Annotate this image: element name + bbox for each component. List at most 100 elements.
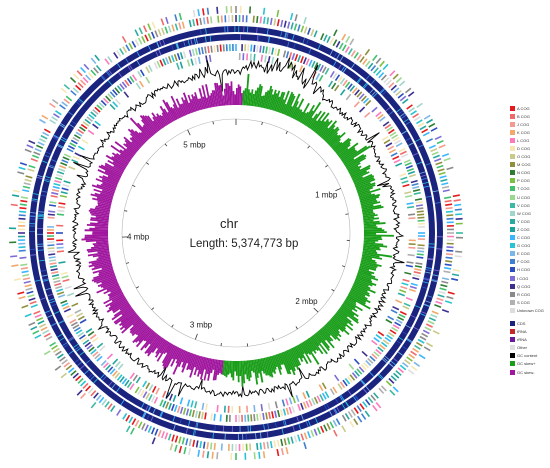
cog-feature-mark bbox=[48, 256, 56, 259]
gc-skew-negative-bar bbox=[92, 231, 108, 233]
cds-feature-mark bbox=[84, 369, 90, 375]
cog-feature-mark bbox=[418, 354, 426, 360]
cds-feature-mark bbox=[329, 49, 334, 56]
gc-skew-negative-bar bbox=[107, 159, 125, 171]
cds-feature-mark bbox=[280, 31, 283, 38]
legend-label: N COG bbox=[517, 170, 531, 176]
cog-feature-mark bbox=[392, 386, 399, 393]
legend-label: B COG bbox=[517, 113, 530, 119]
cds-feature-mark bbox=[414, 138, 421, 143]
gc-skew-negative-bar bbox=[240, 93, 243, 106]
cog-feature-mark bbox=[408, 288, 416, 293]
gc-skew-negative-bar bbox=[113, 165, 125, 173]
legend-swatch bbox=[510, 353, 515, 359]
legend-label: D COG bbox=[517, 146, 531, 152]
gc-skew-negative-bar bbox=[92, 266, 113, 274]
cog-feature-mark bbox=[40, 134, 48, 140]
cog-feature-mark bbox=[404, 162, 412, 167]
cog-feature-mark bbox=[24, 178, 32, 182]
cog-feature-mark bbox=[329, 421, 335, 429]
legend-swatch bbox=[510, 105, 515, 111]
gc-skew-negative-bar bbox=[181, 351, 188, 363]
gc-skew-positive-bar bbox=[236, 361, 238, 376]
cog-feature-mark bbox=[399, 95, 407, 102]
gc-skew-positive-bar bbox=[322, 124, 336, 140]
gc-skew-positive-bar bbox=[245, 360, 249, 380]
cog-feature-mark bbox=[145, 66, 151, 74]
gc-skew-negative-bar bbox=[167, 111, 174, 122]
cog-feature-mark bbox=[57, 353, 64, 359]
cog-feature-mark bbox=[25, 287, 33, 291]
cog-feature-mark bbox=[197, 56, 201, 64]
gc-skew-negative-bar bbox=[116, 153, 130, 163]
cog-feature-mark bbox=[400, 176, 408, 181]
legend-label: O COG bbox=[517, 154, 531, 160]
cog-feature-mark bbox=[161, 27, 165, 35]
gc-skew-positive-bar bbox=[320, 327, 334, 342]
cog-feature-mark bbox=[82, 77, 89, 84]
gc-skew-track bbox=[81, 73, 394, 387]
cog-feature-mark bbox=[435, 161, 443, 166]
gc-skew-positive-bar bbox=[300, 111, 309, 124]
gc-skew-positive-bar bbox=[308, 110, 322, 129]
legend-cog-item: G COG bbox=[510, 242, 550, 250]
gc-skew-positive-bar bbox=[363, 243, 388, 248]
legend-cog-item: B COG bbox=[510, 112, 550, 120]
cog-feature-mark bbox=[30, 304, 38, 308]
gc-skew-positive-bar bbox=[323, 325, 337, 340]
cog-feature-mark bbox=[77, 128, 85, 135]
cds-feature-mark bbox=[420, 311, 427, 315]
cog-feature-mark bbox=[162, 400, 167, 408]
gc-skew-positive-bar bbox=[358, 188, 381, 197]
legend-label: H COG bbox=[517, 267, 531, 273]
gc-skew-positive-bar bbox=[363, 237, 383, 241]
gc-skew-positive-bar bbox=[363, 224, 377, 227]
cog-feature-mark bbox=[406, 202, 414, 205]
cog-feature-mark bbox=[353, 52, 359, 59]
cog-feature-mark bbox=[359, 56, 365, 63]
cog-feature-mark bbox=[290, 436, 294, 444]
cog-feature-mark bbox=[303, 432, 308, 440]
cog-feature-mark bbox=[384, 336, 392, 343]
cog-feature-mark bbox=[417, 213, 425, 216]
cog-feature-mark bbox=[72, 136, 80, 142]
gc-skew-positive-bar bbox=[254, 87, 259, 107]
gc-skew-positive-bar bbox=[256, 359, 260, 374]
cog-feature-mark bbox=[104, 401, 110, 408]
cog-feature-mark bbox=[51, 271, 59, 275]
gc-skew-positive-bar bbox=[302, 341, 312, 355]
cog-feature-mark bbox=[323, 34, 328, 42]
gc-skew-negative-bar bbox=[95, 205, 111, 210]
cog-feature-mark bbox=[194, 57, 198, 65]
cog-feature-mark bbox=[250, 414, 253, 422]
cog-feature-mark bbox=[377, 331, 385, 337]
gc-skew-negative-bar bbox=[91, 245, 109, 249]
cog-feature-mark bbox=[291, 53, 296, 61]
cog-feature-mark bbox=[42, 131, 50, 137]
cog-feature-mark bbox=[121, 36, 127, 43]
legend-feature-item: GC skew+ bbox=[510, 360, 550, 368]
gc-skew-negative-bar bbox=[188, 353, 195, 370]
scale-tick bbox=[132, 184, 136, 187]
cds-feature-mark bbox=[214, 424, 216, 431]
gc-skew-positive-bar bbox=[319, 328, 332, 342]
cog-feature-mark bbox=[293, 435, 298, 443]
gc-skew-negative-bar bbox=[159, 114, 168, 126]
gc-skew-positive-bar bbox=[337, 309, 348, 318]
gc-skew-positive-bar bbox=[355, 178, 376, 188]
cds-feature-mark bbox=[53, 134, 60, 139]
gc-content-track bbox=[67, 57, 405, 399]
cog-feature-mark bbox=[144, 34, 149, 42]
cog-feature-mark bbox=[313, 396, 319, 404]
cog-feature-mark bbox=[365, 99, 372, 106]
cog-feature-mark bbox=[50, 268, 58, 272]
gc-skew-positive-bar bbox=[268, 94, 274, 110]
cog-feature-mark bbox=[47, 244, 55, 247]
cog-feature-mark bbox=[321, 392, 327, 400]
gc-skew-positive-bar bbox=[271, 93, 278, 111]
cog-feature-mark bbox=[454, 255, 462, 258]
cds-feature-mark bbox=[281, 428, 284, 435]
gc-skew-positive-bar bbox=[243, 360, 247, 375]
gc-skew-negative-bar bbox=[175, 98, 185, 117]
gc-skew-negative-bar bbox=[123, 149, 134, 158]
